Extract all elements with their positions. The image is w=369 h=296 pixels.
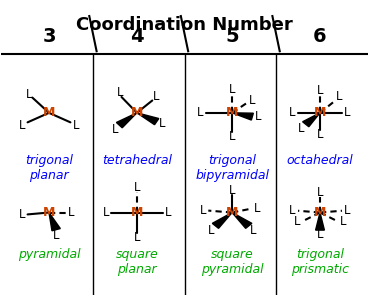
Text: L: L: [208, 224, 214, 237]
Text: L: L: [25, 88, 32, 101]
Text: L: L: [112, 123, 118, 136]
Text: L: L: [73, 119, 79, 132]
Polygon shape: [212, 213, 232, 228]
Text: 6: 6: [313, 27, 327, 46]
Text: L: L: [159, 117, 165, 130]
Text: L: L: [19, 208, 25, 221]
Text: L: L: [68, 206, 75, 219]
Text: 5: 5: [225, 27, 239, 46]
Text: L: L: [289, 106, 296, 119]
Text: trigonal
bipyramidal: trigonal bipyramidal: [195, 154, 269, 182]
Text: L: L: [344, 204, 351, 217]
Polygon shape: [49, 213, 60, 231]
Text: M: M: [131, 106, 143, 119]
Text: L: L: [289, 204, 296, 217]
Text: M: M: [226, 106, 238, 119]
Text: trigonal
planar: trigonal planar: [25, 154, 73, 182]
Text: square
pyramidal: square pyramidal: [201, 248, 263, 276]
Text: L: L: [255, 110, 261, 123]
Text: L: L: [249, 94, 255, 107]
Text: M: M: [131, 206, 143, 219]
Polygon shape: [315, 213, 324, 230]
Text: L: L: [53, 229, 59, 242]
Polygon shape: [116, 113, 137, 128]
Text: L: L: [254, 202, 260, 215]
Text: L: L: [229, 130, 235, 143]
Text: L: L: [344, 106, 351, 119]
Text: L: L: [317, 84, 323, 97]
Text: L: L: [340, 215, 346, 228]
Text: L: L: [229, 184, 235, 197]
Text: L: L: [317, 128, 323, 141]
Text: L: L: [294, 215, 300, 228]
Text: L: L: [153, 90, 159, 103]
Polygon shape: [137, 113, 159, 125]
Text: M: M: [314, 206, 326, 219]
Text: trigonal
prismatic: trigonal prismatic: [291, 248, 349, 276]
Text: L: L: [317, 186, 323, 199]
Text: M: M: [43, 206, 55, 219]
Text: square
planar: square planar: [115, 248, 158, 276]
Text: L: L: [103, 206, 109, 219]
Text: L: L: [165, 206, 171, 219]
Text: L: L: [134, 231, 140, 244]
Text: L: L: [200, 204, 206, 217]
Text: L: L: [117, 86, 123, 99]
Text: pyramidal: pyramidal: [18, 248, 80, 261]
Text: M: M: [226, 206, 238, 219]
Text: L: L: [19, 119, 25, 132]
Text: L: L: [250, 224, 256, 237]
Text: L: L: [134, 181, 140, 194]
Text: 4: 4: [130, 27, 144, 46]
Text: L: L: [317, 228, 323, 241]
Polygon shape: [232, 113, 254, 120]
Polygon shape: [303, 113, 320, 127]
Text: M: M: [314, 106, 326, 119]
Text: L: L: [197, 106, 204, 119]
Text: 3: 3: [42, 27, 56, 46]
Text: L: L: [229, 83, 235, 96]
Polygon shape: [232, 213, 252, 228]
Text: M: M: [43, 106, 55, 119]
Text: octahedral: octahedral: [287, 154, 354, 167]
Text: L: L: [335, 91, 342, 104]
Text: tetrahedral: tetrahedral: [102, 154, 172, 167]
Text: Coordination Number: Coordination Number: [76, 16, 293, 34]
Text: L: L: [298, 122, 304, 135]
